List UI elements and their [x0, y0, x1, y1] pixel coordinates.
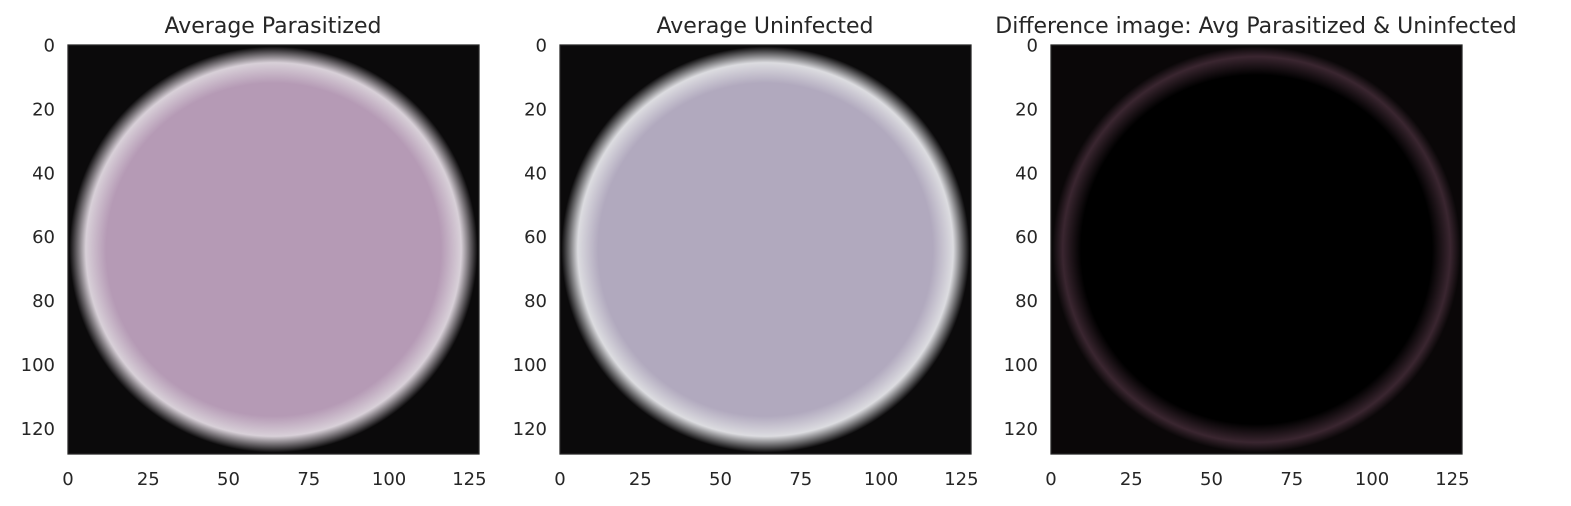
panel-title: Average Uninfected — [657, 14, 874, 39]
cell-image — [1052, 46, 1461, 453]
y-tick-label: 100 — [1004, 355, 1038, 376]
y-tick-label: 0 — [1027, 36, 1038, 57]
y-tick-label: 60 — [32, 227, 55, 248]
axes-frame — [559, 44, 972, 455]
x-tick-label: 0 — [1045, 469, 1056, 490]
x-tick-label: 0 — [62, 469, 73, 490]
x-tick-label: 0 — [554, 469, 565, 490]
panel-average-parasitized: Average Parasitized 0 25 50 75 100 125 0 20 40 60… — [21, 14, 487, 490]
cell-image — [69, 46, 478, 453]
y-tick-label: 20 — [1015, 99, 1038, 120]
y-tick-label: 20 — [524, 99, 547, 120]
x-tick-label: 100 — [372, 469, 406, 490]
x-tick-label: 125 — [1435, 469, 1469, 490]
x-tick-label: 75 — [1280, 469, 1303, 490]
y-tick-label: 120 — [21, 419, 55, 440]
panel-difference-image: Difference image: Avg Parasitized & Unin… — [995, 14, 1516, 490]
y-tick-label: 80 — [1015, 291, 1038, 312]
x-tick-label: 50 — [709, 469, 732, 490]
x-tick-label: 100 — [864, 469, 898, 490]
panel-average-uninfected: Average Uninfected 0 25 50 75 100 125 0 20 40 60 8… — [513, 14, 979, 490]
panel-title: Difference image: Avg Parasitized & Unin… — [995, 14, 1516, 39]
y-tick-label: 60 — [1015, 227, 1038, 248]
x-tick-label: 125 — [452, 469, 486, 490]
cell-image — [561, 46, 970, 453]
axes-frame — [1050, 44, 1463, 455]
x-tick-label: 25 — [1120, 469, 1143, 490]
y-tick-label: 0 — [44, 36, 55, 57]
y-tick-label: 100 — [513, 355, 547, 376]
y-tick-label: 120 — [513, 419, 547, 440]
x-tick-label: 50 — [1200, 469, 1223, 490]
y-tick-label: 80 — [32, 291, 55, 312]
x-tick-label: 25 — [137, 469, 160, 490]
x-tick-label: 25 — [629, 469, 652, 490]
y-tick-label: 40 — [32, 163, 55, 184]
x-tick-label: 75 — [789, 469, 812, 490]
y-tick-label: 80 — [524, 291, 547, 312]
x-tick-label: 100 — [1355, 469, 1389, 490]
x-tick-label: 75 — [297, 469, 320, 490]
y-tick-label: 60 — [524, 227, 547, 248]
x-tick-label: 50 — [217, 469, 240, 490]
x-tick-label: 125 — [944, 469, 978, 490]
y-tick-label: 0 — [536, 36, 547, 57]
y-tick-label: 120 — [1004, 419, 1038, 440]
axes-frame — [67, 44, 480, 455]
y-tick-label: 40 — [1015, 163, 1038, 184]
panel-title: Average Parasitized — [165, 14, 382, 39]
y-tick-label: 20 — [32, 99, 55, 120]
y-tick-label: 100 — [21, 355, 55, 376]
y-tick-label: 40 — [524, 163, 547, 184]
